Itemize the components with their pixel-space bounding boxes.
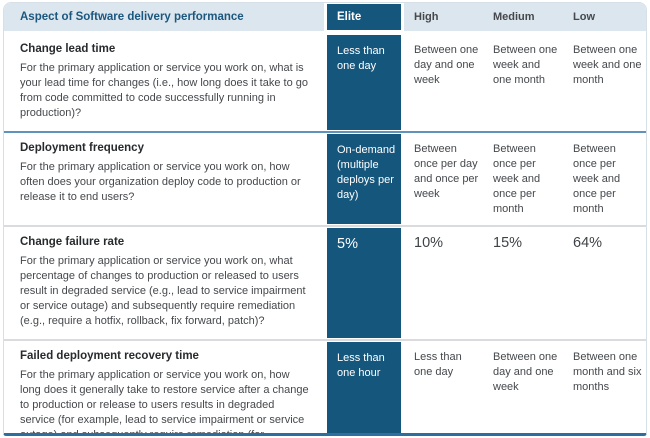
low-value: Between once per week and once per month	[573, 143, 621, 215]
high-value-cell: Between once per day and once per week	[404, 133, 483, 225]
low-header-label: Low	[573, 10, 595, 23]
high-value: Between one day and one week	[414, 44, 479, 86]
column-header-high: High	[404, 3, 483, 31]
high-value: 10%	[414, 235, 444, 251]
aspect-cell: Failed deployment recovery time For the …	[4, 341, 324, 436]
header-body-divider	[4, 31, 646, 34]
elite-value-cell: Less than one day	[324, 34, 404, 131]
row-title: Deployment frequency	[20, 142, 144, 154]
elite-value: On-demand (multiple deploys per day)	[337, 144, 396, 201]
low-value-cell: Between one week and one month	[563, 34, 646, 131]
software-delivery-performance-table: Aspect of Software delivery performance …	[3, 2, 647, 436]
high-value-cell: Less than one day	[404, 341, 483, 433]
row-separator	[4, 339, 646, 341]
low-value: Between one week and one month	[573, 44, 642, 86]
table-row-change-lead-time: Change lead time For the primary applica…	[4, 34, 646, 131]
row-title: Change lead time	[20, 43, 116, 55]
medium-value-cell: Between one week and one month	[483, 34, 563, 131]
aspect-cell: Change lead time For the primary applica…	[4, 34, 324, 131]
elite-value-cell: On-demand (multiple deploys per day)	[324, 133, 404, 225]
low-value: 64%	[573, 235, 603, 251]
elite-value: 5%	[337, 236, 358, 252]
table-row-failed-deployment-recovery-time: Failed deployment recovery time For the …	[4, 341, 646, 436]
medium-value: Between one day and one week	[493, 351, 558, 393]
row-separator	[4, 225, 646, 227]
medium-value: 15%	[493, 235, 523, 251]
aspect-cell: Change failure rate For the primary appl…	[4, 227, 324, 339]
medium-header-label: Medium	[493, 10, 535, 23]
medium-value-cell: Between one day and one week	[483, 341, 563, 433]
aspect-header-label: Aspect of Software delivery performance	[20, 11, 244, 23]
low-value: Between one month and six months	[573, 351, 642, 393]
table-row-deployment-frequency: Deployment frequency For the primary app…	[4, 133, 646, 225]
elite-header-label: Elite	[337, 10, 362, 23]
row-description: For the primary application or service y…	[20, 369, 309, 436]
medium-value-cell: Between once per week and once per month	[483, 133, 563, 225]
low-value-cell: Between once per week and once per month	[563, 133, 646, 225]
elite-value-cell: Less than one hour	[324, 341, 404, 433]
table-row-change-failure-rate: Change failure rate For the primary appl…	[4, 227, 646, 339]
high-value-cell: 10%	[404, 227, 483, 339]
medium-value: Between once per week and once per month	[493, 143, 541, 215]
low-value-cell: 64%	[563, 227, 646, 339]
high-header-label: High	[414, 10, 439, 23]
row-title: Change failure rate	[20, 236, 125, 248]
elite-value: Less than one day	[337, 45, 385, 72]
column-header-elite: Elite	[324, 3, 404, 31]
column-header-medium: Medium	[483, 3, 563, 31]
row-separator	[4, 131, 646, 133]
elite-value-cell: 5%	[324, 227, 404, 339]
medium-value-cell: 15%	[483, 227, 563, 339]
aspect-cell: Deployment frequency For the primary app…	[4, 133, 324, 225]
table-header-row: Aspect of Software delivery performance …	[4, 3, 646, 31]
row-description: For the primary application or service y…	[20, 161, 301, 203]
high-value: Between once per day and once per week	[414, 143, 479, 200]
medium-value: Between one week and one month	[493, 44, 558, 86]
row-description: For the primary application or service y…	[20, 255, 306, 327]
elite-value: Less than one hour	[337, 352, 385, 379]
column-header-low: Low	[563, 3, 646, 31]
row-description: For the primary application or service y…	[20, 62, 308, 119]
high-value-cell: Between one day and one week	[404, 34, 483, 131]
row-title: Failed deployment recovery time	[20, 350, 199, 362]
column-header-aspect: Aspect of Software delivery performance	[4, 3, 324, 31]
high-value: Less than one day	[414, 351, 462, 378]
low-value-cell: Between one month and six months	[563, 341, 646, 433]
